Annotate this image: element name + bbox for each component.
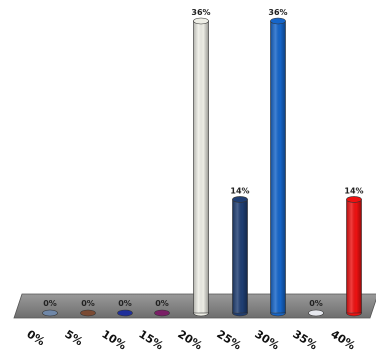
- bar-zero-disc: [117, 309, 133, 317]
- data-label-5pct: 0%: [81, 299, 95, 308]
- x-tick-40pct: 40%: [328, 328, 357, 353]
- bar-top: [270, 17, 286, 25]
- bar-top: [346, 196, 362, 203]
- x-tick-15pct: 15%: [136, 328, 165, 353]
- x-tick-0pct: 0%: [24, 328, 47, 349]
- bar-zero-disc: [42, 309, 58, 317]
- bar-10pct: [117, 309, 133, 317]
- bar-35pct: [308, 309, 324, 317]
- bar-top: [193, 17, 209, 25]
- data-label-40pct: 14%: [344, 186, 363, 195]
- bar-shading: [346, 199, 362, 313]
- bar-15pct: [154, 309, 170, 317]
- x-tick-25pct: 25%: [214, 328, 243, 353]
- bar-top: [232, 196, 248, 203]
- bar-5pct: [80, 309, 96, 317]
- bar-zero-disc: [308, 309, 324, 317]
- bar-shading: [232, 199, 248, 313]
- data-label-35pct: 0%: [309, 299, 323, 308]
- bar-30pct: [270, 17, 286, 317]
- data-label-10pct: 0%: [118, 299, 132, 308]
- x-tick-10pct: 10%: [99, 328, 128, 353]
- x-tick-labels-group: 0% 5% 10% 15% 20% 25% 30% 35% 40%: [24, 328, 357, 353]
- bar-zero-disc: [80, 309, 96, 317]
- x-tick-30pct: 30%: [252, 328, 281, 353]
- bar-20pct: [193, 17, 209, 317]
- bar-25pct: [232, 196, 248, 317]
- data-labels-group: 0% 0% 0% 0% 36% 14% 36% 0% 14%: [43, 8, 363, 308]
- data-label-30pct: 36%: [268, 8, 287, 17]
- bar-0pct: [42, 309, 58, 317]
- bar-zero-disc: [154, 309, 170, 317]
- data-label-15pct: 0%: [155, 299, 169, 308]
- bar-40pct: [346, 196, 362, 317]
- x-tick-20pct: 20%: [175, 328, 204, 353]
- data-label-0pct: 0%: [43, 299, 57, 308]
- x-tick-35pct: 35%: [290, 328, 319, 353]
- data-label-20pct: 36%: [191, 8, 210, 17]
- data-label-25pct: 14%: [230, 186, 249, 195]
- bar-shading: [270, 21, 286, 313]
- bars-group: [42, 17, 362, 317]
- bar-shading: [193, 21, 209, 313]
- x-tick-5pct: 5%: [62, 328, 85, 349]
